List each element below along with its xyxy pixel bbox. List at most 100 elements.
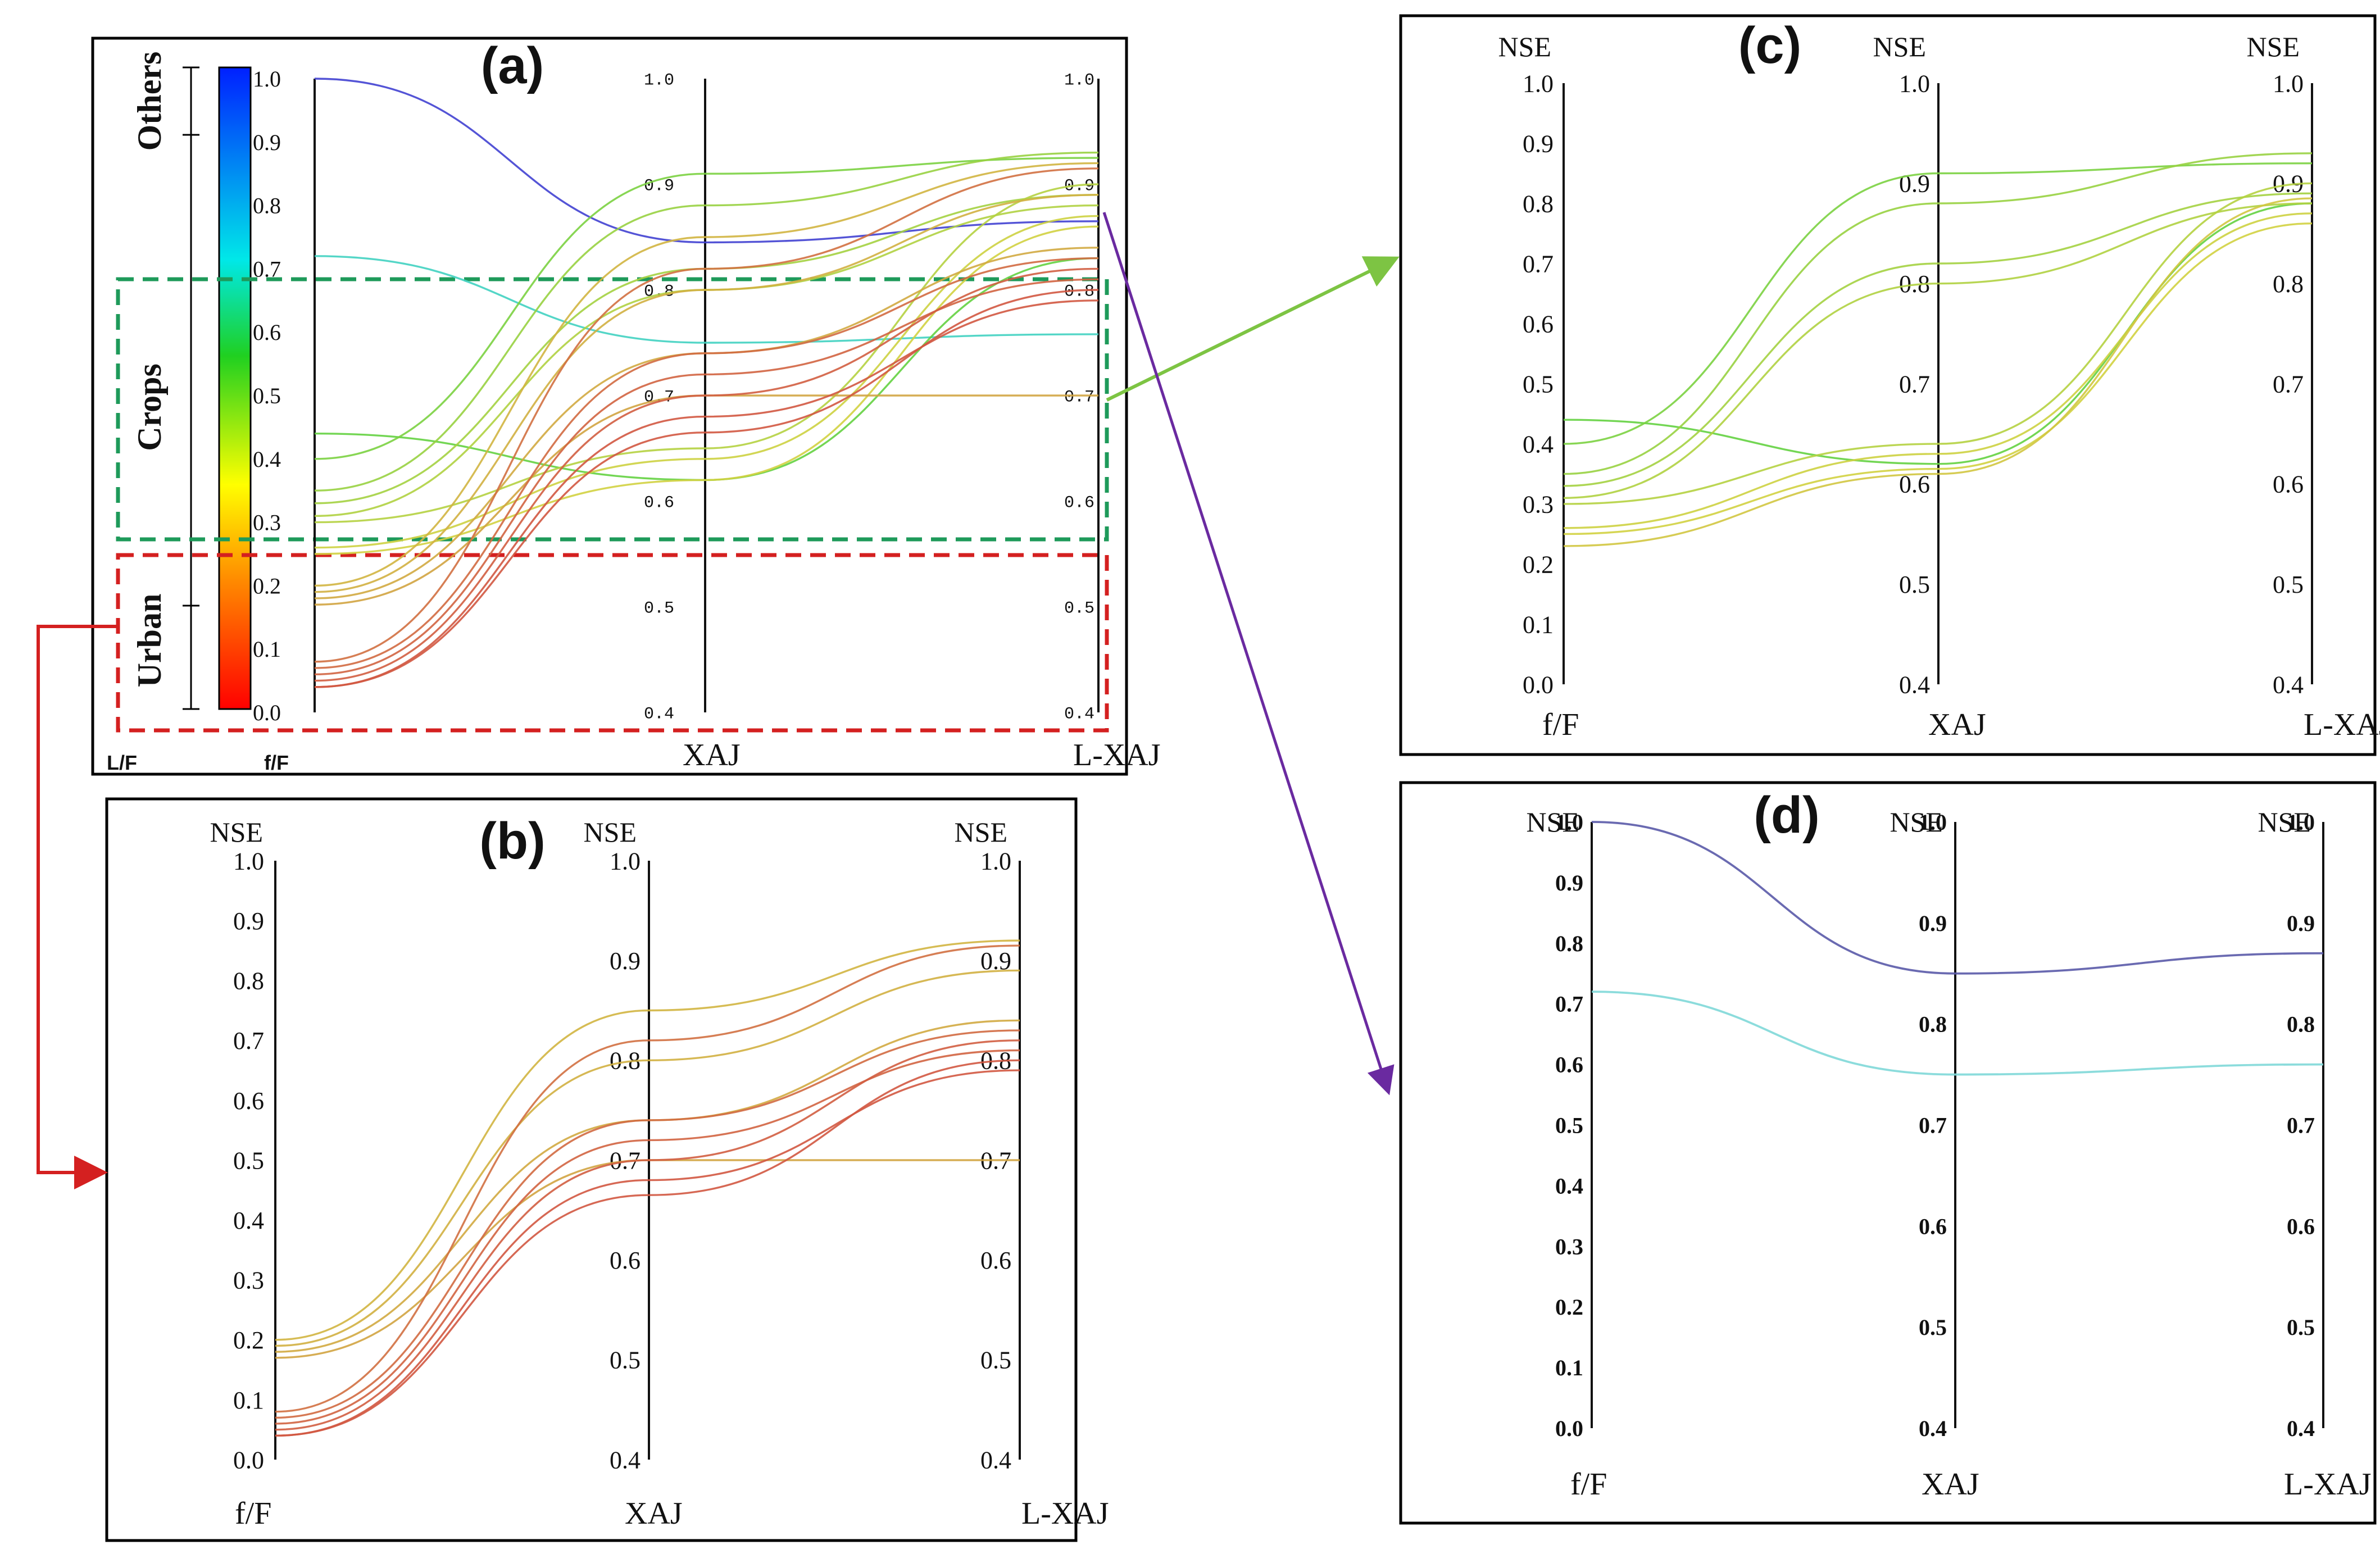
panel-a-tick-label: 0.8 <box>253 193 281 219</box>
panel-b-axis-name: f/F <box>235 1496 271 1531</box>
panel-a-tick-label: 1.0 <box>644 71 674 90</box>
group-brackets <box>183 66 199 710</box>
panel-c-tick-label: 0.3 <box>1523 490 1554 518</box>
panel-d-tick-label: 0.3 <box>1555 1234 1583 1259</box>
panel-c-tick-label: 0.9 <box>1523 130 1554 157</box>
panel-d-tick-label: 0.5 <box>1919 1315 1947 1340</box>
panel-a-data-line <box>314 225 1099 555</box>
panel-a-data-line <box>314 299 1099 688</box>
panel-d-nse-label: NSE <box>2258 806 2311 838</box>
panel-d-nse-label: NSE <box>1527 806 1579 838</box>
panel-b-data-line <box>275 1069 1020 1437</box>
panel-a-data-line <box>314 247 1099 599</box>
panel-a-tick-label: 0.7 <box>1064 388 1094 407</box>
label-ff-bold: f/F <box>264 751 289 774</box>
panel-b-axis-name: L-XAJ <box>1021 1496 1109 1531</box>
panel-c-nse-label: NSE <box>1498 31 1551 62</box>
panel-a-tick-label: 0.5 <box>253 383 281 408</box>
panel-c-tick-label: 0.6 <box>1523 310 1554 338</box>
panel-c-title: (c) <box>1738 17 1801 74</box>
panel-c-axis-name: XAJ <box>1928 707 1986 742</box>
panel-b-nse-label: NSE <box>210 816 263 848</box>
panel-c-tick-label: 0.4 <box>1899 671 1930 698</box>
arrow-to-panel-d <box>1102 212 1395 1096</box>
panel-d-tick-label: 0.8 <box>1919 1012 1947 1037</box>
panel-d-tick-label: 0.6 <box>1919 1214 1947 1239</box>
crops-box <box>116 277 1109 542</box>
panel-b-tick-label: 0.3 <box>233 1267 264 1294</box>
panel-d-nse-label: NSE <box>1890 806 1943 838</box>
panel-d-axis-name: XAJ <box>1922 1467 1979 1502</box>
panel-a-tick-label: 0.5 <box>644 599 674 619</box>
panel-c-data-line <box>1563 162 2313 445</box>
panel-a-tick-label: 0.6 <box>1064 494 1094 513</box>
panel-c-tick-label: 1.0 <box>1899 70 1930 97</box>
panel-c-tick-label: 1.0 <box>1523 70 1554 97</box>
panel-c-tick-label: 0.7 <box>2273 370 2304 398</box>
panel-a-tick-label: 0.5 <box>1064 599 1094 619</box>
panel-d-tick-label: 0.0 <box>1555 1416 1583 1441</box>
panel-d-axis-name: L-XAJ <box>2284 1467 2372 1502</box>
panel-c-tick-label: 0.0 <box>1523 671 1554 698</box>
arrow-to-panel-c <box>1106 256 1400 402</box>
panel-d-tick-label: 0.8 <box>2287 1012 2315 1037</box>
panel-b-nse-label: NSE <box>955 816 1007 848</box>
panel-b-tick-label: 0.6 <box>980 1247 1011 1274</box>
panel-b-data-line <box>275 1059 1020 1437</box>
panel-c-axis-name: f/F <box>1542 707 1579 742</box>
panel-c-tick-label: 0.7 <box>1899 370 1930 398</box>
panel-a-tick-label: 0.3 <box>253 510 281 535</box>
panel-b-tick-label: 0.6 <box>610 1247 641 1274</box>
panel-d-tick-label: 0.9 <box>1919 911 1947 936</box>
panel-d-data-line <box>1591 990 2324 1076</box>
panel-a-axis-name: XAJ <box>683 738 741 772</box>
panel-b-tick-label: 0.4 <box>610 1446 641 1474</box>
panel-d-tick-label: 0.6 <box>2287 1214 2315 1239</box>
panel-a-tick-label: 0.4 <box>644 705 674 724</box>
panel-d-tick-label: 0.7 <box>1555 992 1583 1017</box>
panel-c-data-line <box>1563 152 2313 475</box>
panel-d-tick-label: 0.7 <box>1919 1113 1947 1138</box>
panel-c-tick-label: 0.4 <box>2273 671 2304 698</box>
panel-a-data-line <box>314 278 1099 676</box>
panel-b-tick-label: 0.1 <box>233 1387 264 1414</box>
panel-b-tick-label: 0.5 <box>233 1147 264 1174</box>
panel-b-tick-label: 1.0 <box>610 847 641 875</box>
panel-d-tick-label: 1.0 <box>1555 810 1583 835</box>
panel-a-tick-label: 0.7 <box>253 256 281 281</box>
panel-b-tick-label: 0.5 <box>610 1347 641 1374</box>
panel-a-data-line <box>314 255 1099 344</box>
panel-b-tick-label: 1.0 <box>233 847 264 875</box>
panel-b-tick-label: 1.0 <box>980 847 1011 875</box>
panel-d-tick-label: 0.6 <box>1555 1052 1583 1078</box>
panel-c-data-line <box>1563 197 2313 547</box>
panel-b-data-line <box>275 1039 1020 1431</box>
panel-b-tick-label: 0.7 <box>233 1027 264 1055</box>
panel-a-data-line <box>314 204 1099 517</box>
panel-d-tick-label: 0.8 <box>1555 931 1583 956</box>
panel-d-tick-label: 0.4 <box>2287 1416 2315 1441</box>
panel-a-axis-name: L-XAJ <box>1073 738 1161 772</box>
panel-b-tick-label: 0.4 <box>233 1207 264 1234</box>
panel-d-tick-label: 0.2 <box>1555 1294 1583 1320</box>
panel-b-tick-label: 0.9 <box>233 907 264 935</box>
panel-d-tick-label: 0.7 <box>2287 1113 2315 1138</box>
panel-b-tick-label: 0.9 <box>610 947 641 975</box>
panel-a-tick-label: 0.1 <box>253 637 281 662</box>
panel-d-frame <box>1399 781 2377 1525</box>
axis-labels: 1.0 0.9 0.8 0.7 0.6 0.5 0.4 0.3 0.2 0.1 0.0 1.0 0.9 0… <box>210 31 2380 1531</box>
panel-a-tick-label: 0.0 <box>253 700 281 725</box>
group-label-others: Others <box>131 52 168 151</box>
colorbar <box>218 66 252 710</box>
panel-b-nse-label: NSE <box>584 816 637 848</box>
panel-a-tick-label: 0.4 <box>1064 705 1094 724</box>
panel-a-tick-label: 1.0 <box>1064 71 1094 90</box>
panel-b-tick-label: 0.0 <box>233 1446 264 1474</box>
panel-d-tick-label: 1.0 <box>2287 810 2315 835</box>
panel-b-data-line <box>275 944 1020 1413</box>
panel-a-data-line <box>314 394 1098 606</box>
panel-b-tick-label: 0.2 <box>233 1326 264 1354</box>
panel-c-data-line <box>1563 192 2313 487</box>
charts <box>274 78 2324 1460</box>
